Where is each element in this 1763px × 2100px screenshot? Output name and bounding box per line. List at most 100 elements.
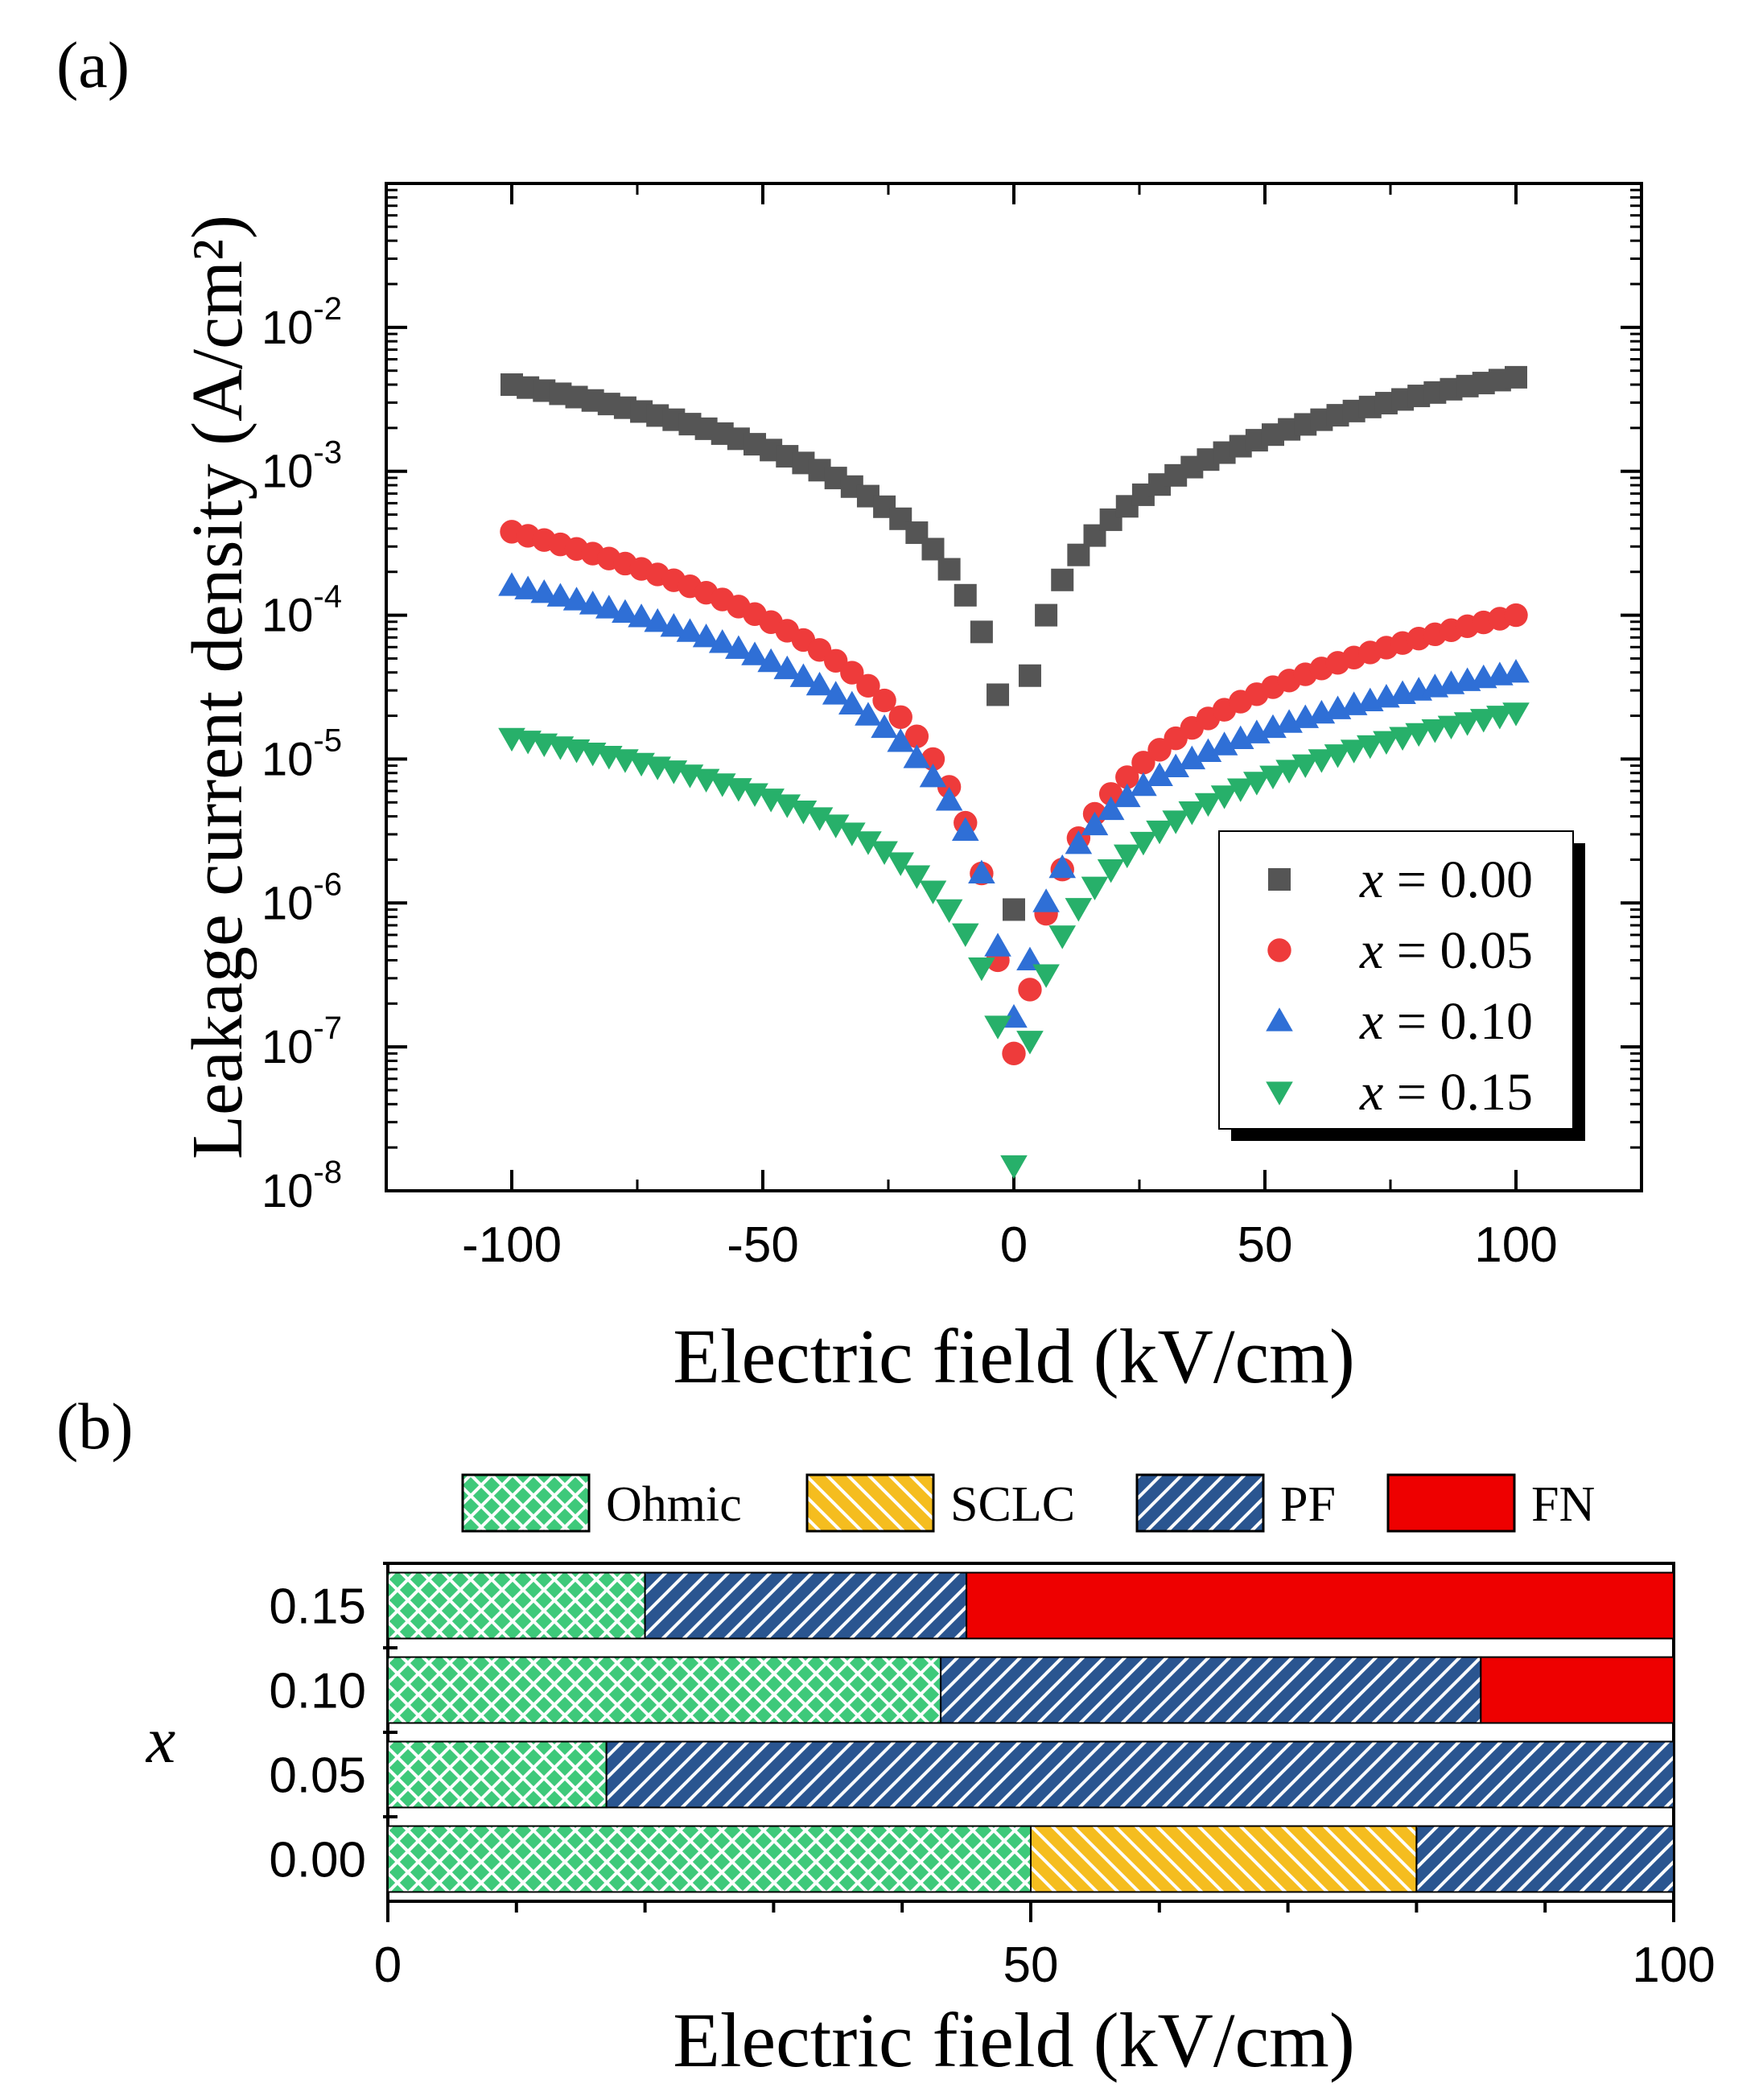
bar-segment-ohmic — [387, 1825, 1032, 1893]
y-tick-label: 10-8 — [262, 1155, 342, 1217]
data-point — [838, 822, 866, 846]
data-point — [1178, 745, 1206, 770]
data-point — [1081, 876, 1109, 901]
legend-label: x = 0.00 — [1359, 850, 1533, 909]
data-point — [1097, 859, 1125, 883]
data-point — [970, 620, 993, 644]
chart-a: 10-810-710-610-510-410-310-2 -100 -50 0 50 1… — [178, 182, 1643, 1399]
legend-marker — [1268, 868, 1291, 891]
data-point — [935, 787, 963, 811]
data-point — [1002, 1041, 1026, 1066]
data-point — [1226, 778, 1254, 802]
data-point — [530, 579, 558, 603]
legend-swatch-fn — [1386, 1473, 1516, 1533]
data-point — [1437, 715, 1465, 739]
series-000 — [500, 365, 1527, 921]
data-point — [840, 661, 864, 685]
data-point — [1469, 709, 1497, 733]
data-point — [1308, 749, 1336, 773]
data-point — [1067, 543, 1090, 566]
data-point — [1453, 712, 1481, 736]
data-point — [968, 957, 995, 982]
bar-segment-pf — [940, 1656, 1482, 1724]
data-point — [968, 859, 995, 883]
data-point — [1194, 738, 1222, 763]
data-point — [1131, 751, 1155, 775]
chart-a-points — [498, 365, 1530, 1180]
legend-label-ohmic: Ohmic — [606, 1477, 742, 1532]
panel-a-label: (a) — [56, 28, 130, 101]
data-point — [1098, 782, 1123, 806]
data-point — [1389, 727, 1416, 751]
x-tick-label: -100 — [462, 1217, 562, 1273]
data-point — [805, 671, 834, 696]
data-point — [951, 817, 979, 841]
data-point — [660, 612, 688, 637]
y-tick-label: 10-2 — [262, 291, 342, 354]
data-point — [805, 807, 834, 831]
legend-swatch-pf — [1135, 1473, 1265, 1533]
data-point — [1373, 731, 1400, 755]
x-tick-label: 50 — [1238, 1217, 1293, 1273]
chart-b-legend: Ohmic SCLC PF FN — [461, 1473, 1595, 1533]
data-point — [1032, 888, 1060, 912]
data-point — [1000, 1155, 1028, 1180]
data-point — [1032, 964, 1060, 988]
data-point — [935, 899, 963, 924]
data-point — [855, 702, 882, 726]
bar-segment-fn — [1480, 1656, 1675, 1724]
y-tick-label: 10-5 — [262, 723, 342, 785]
data-point — [904, 724, 929, 748]
data-point — [725, 635, 752, 659]
data-point — [1130, 772, 1157, 797]
chart-b-x-ticks: 0 50 100 — [374, 1901, 1716, 1993]
bar-segment-pf — [644, 1571, 968, 1640]
data-point — [1421, 719, 1449, 743]
chart-b-ylabel: x — [146, 1703, 175, 1777]
legend-items: x = 0.00 x = 0.05 x = 0.10 x = 0.15 — [1266, 850, 1533, 1122]
data-point — [871, 841, 898, 865]
data-point — [984, 1015, 1011, 1040]
legend-label: x = 0.10 — [1359, 992, 1533, 1051]
panel-b-label: (b) — [56, 1390, 134, 1463]
data-point — [1146, 762, 1173, 786]
data-point — [757, 648, 785, 673]
data-point — [1003, 898, 1025, 921]
data-point — [1065, 830, 1093, 854]
data-point — [1178, 801, 1206, 826]
legend-label: x = 0.05 — [1359, 921, 1533, 980]
data-point — [1504, 603, 1528, 628]
data-point — [937, 775, 962, 799]
data-point — [1259, 765, 1287, 790]
chart-a-ylabel: Leakage current density (A/cm²) — [178, 215, 257, 1159]
data-point — [1162, 753, 1189, 777]
legend-marker — [1266, 1007, 1293, 1031]
y-tick-label: 10-3 — [262, 435, 342, 498]
data-point — [822, 814, 850, 838]
data-point — [498, 572, 525, 596]
data-point — [514, 575, 542, 599]
data-point — [741, 641, 768, 665]
chart-b-xlabel: Electric field (kV/cm) — [673, 1997, 1355, 2083]
data-point — [984, 933, 1011, 957]
data-point — [823, 649, 848, 673]
x-tick-label: 0 — [1000, 1217, 1028, 1273]
legend-marker — [1266, 1081, 1293, 1106]
data-point — [1115, 765, 1139, 789]
data-point — [773, 794, 801, 818]
data-point — [1502, 702, 1530, 727]
data-point — [856, 673, 880, 698]
data-point — [888, 705, 912, 729]
data-point — [1194, 793, 1222, 817]
data-point — [1210, 785, 1238, 809]
data-point — [937, 558, 961, 581]
data-point — [1016, 1031, 1044, 1055]
data-point — [1502, 658, 1530, 683]
chart-a-legend: x = 0.00 x = 0.05 x = 0.10 x = 0.15 — [1218, 830, 1585, 1141]
bar-segment-pf — [1415, 1825, 1675, 1893]
bar-segment-fn — [966, 1571, 1674, 1640]
data-point — [562, 587, 591, 611]
data-point — [1486, 706, 1514, 730]
data-point — [708, 629, 736, 653]
